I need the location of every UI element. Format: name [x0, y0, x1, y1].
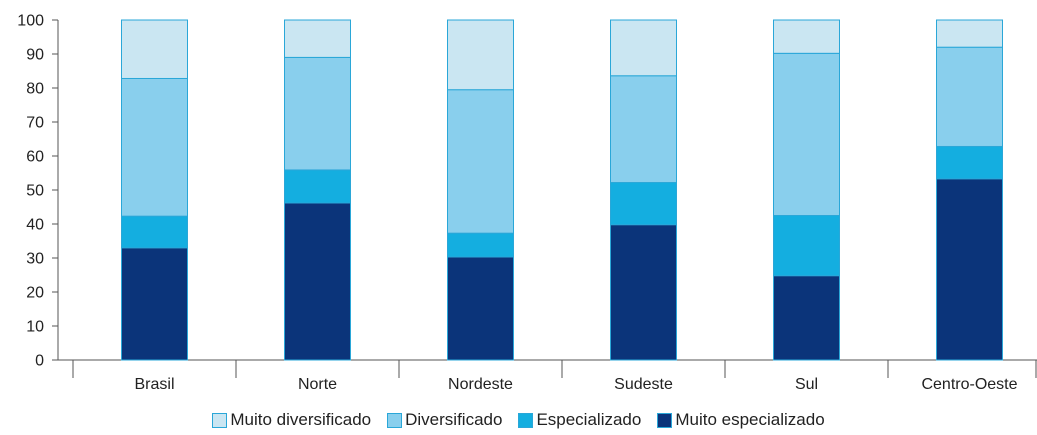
bar-segment	[610, 182, 677, 226]
y-tick-label: 60	[26, 149, 44, 166]
y-tick-label: 30	[26, 251, 44, 268]
x-tick-label: Sul	[795, 376, 818, 393]
x-tick-label: Norte	[298, 376, 337, 393]
bar-segment	[936, 145, 1003, 180]
legend-swatch	[212, 412, 228, 428]
bar-segment	[447, 232, 514, 258]
y-tick-label: 90	[26, 47, 44, 64]
y-tick-label: 50	[26, 183, 44, 200]
y-tick-label: 100	[17, 13, 44, 30]
bar-segment	[284, 169, 351, 204]
y-tick-label: 70	[26, 115, 44, 132]
bar-segment	[121, 247, 188, 361]
legend-item: Muito diversificado	[212, 410, 371, 430]
y-tick-label: 10	[26, 319, 44, 336]
bar-segment	[447, 256, 514, 361]
bar-segment	[284, 19, 351, 58]
y-tick-label: 20	[26, 285, 44, 302]
x-tick-label: Brasil	[134, 376, 174, 393]
legend-label: Muito especializado	[675, 410, 825, 429]
x-tick-label: Nordeste	[448, 376, 513, 393]
legend-item: Especializado	[518, 410, 641, 430]
bar-segment	[936, 178, 1003, 361]
chart-plot-area: 0 10 20 30 40 50 60 70 80 90 100 Brasil Norte Nordest…	[17, 13, 1037, 393]
bar-segment	[610, 224, 677, 361]
x-tick-label: Sudeste	[614, 376, 673, 393]
legend-item: Muito especializado	[657, 410, 825, 430]
bar-segment	[447, 19, 514, 91]
bar-segment	[773, 275, 840, 361]
bar-segment	[447, 89, 514, 234]
legend-label: Especializado	[536, 410, 642, 429]
x-tick-label: Centro-Oeste	[921, 376, 1017, 393]
bar-segment	[936, 46, 1003, 147]
legend-item: Diversificado	[387, 410, 502, 430]
bar-segment	[284, 202, 351, 361]
bar-segment	[773, 52, 840, 216]
legend-label: Diversificado	[405, 410, 503, 429]
bar-segment	[773, 19, 840, 54]
chart-legend: Muito diversificado Diversificado Especial…	[0, 410, 1037, 430]
bar-segment	[610, 19, 677, 77]
y-tick-label: 80	[26, 81, 44, 98]
y-tick-label: 40	[26, 217, 44, 234]
bar-segment	[610, 75, 677, 184]
bar-segment	[773, 215, 840, 277]
legend-label: Muito diversificado	[230, 410, 372, 429]
y-tick-label: 0	[35, 353, 44, 370]
legend-swatch	[518, 412, 534, 428]
legend-swatch	[657, 412, 673, 428]
bar-segment	[121, 215, 188, 249]
bar-segment	[121, 19, 188, 79]
bar-segment	[284, 56, 351, 171]
bar-segment	[121, 77, 188, 217]
legend-swatch	[387, 412, 403, 428]
bar-segment	[936, 19, 1003, 48]
